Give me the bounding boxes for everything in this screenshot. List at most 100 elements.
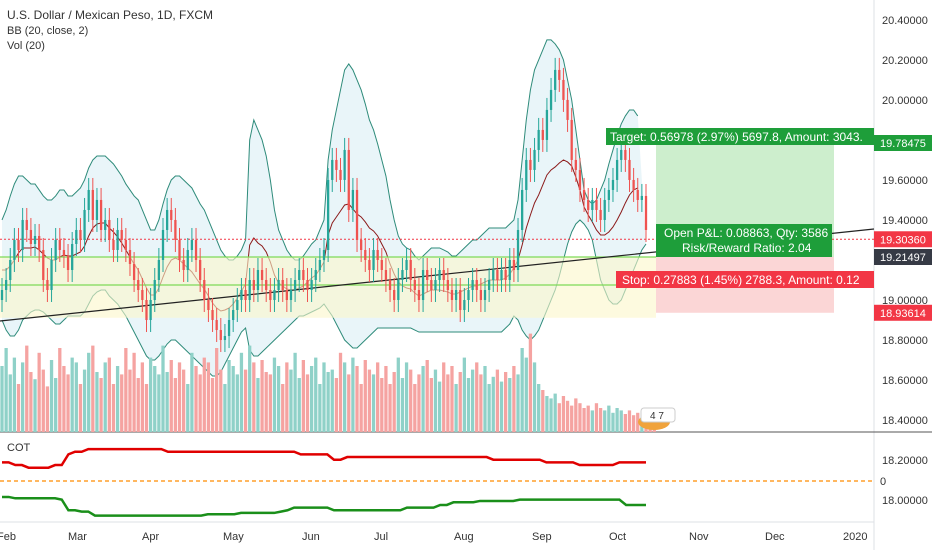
volume-bar (153, 366, 157, 432)
volume-bar (99, 378, 103, 432)
events-badge[interactable]: 4 7 (638, 407, 676, 430)
candle-body (521, 189, 524, 230)
volume-bar (4, 348, 8, 432)
cot-legend[interactable]: COT (7, 442, 31, 454)
volume-bar (58, 348, 62, 432)
candle-body (615, 159, 619, 180)
candle-body (450, 290, 454, 301)
candle-body (260, 269, 264, 280)
volume-bar (260, 360, 264, 432)
time-tick-label: Jul (374, 531, 388, 543)
candle-body (545, 109, 549, 140)
candle-body (578, 169, 582, 190)
volume-bar (590, 410, 594, 432)
candle-body (227, 320, 231, 337)
volume-bar (623, 414, 627, 432)
candle-body (343, 149, 346, 180)
volume-bar (120, 374, 124, 432)
candle-body (137, 279, 140, 291)
candle-body (62, 249, 66, 256)
candle-body (500, 269, 503, 280)
price-tag-box (874, 135, 932, 151)
candle-body (211, 310, 214, 321)
volume-bar (231, 366, 235, 432)
volume-bar (173, 378, 178, 432)
candle-body (620, 149, 623, 160)
volume-bar (425, 360, 429, 432)
stop-label-box[interactable] (616, 271, 874, 288)
volume-bar (210, 378, 215, 432)
volume-bar (462, 357, 466, 432)
long-position-tool[interactable]: Target: 0.56978 (2.97%) 5697.8, Amount: … (606, 128, 874, 288)
candle-body (120, 229, 123, 240)
time-tick-label: Mar (68, 531, 87, 543)
volume-bar (107, 357, 111, 432)
pnl-label-box[interactable] (656, 224, 832, 257)
candle-body (50, 259, 53, 291)
volume-bar (611, 412, 615, 432)
volume-bar (268, 374, 272, 432)
volume-bar (516, 374, 520, 432)
price-tick-label: 19.40000 (882, 215, 928, 227)
volume-bar (21, 362, 25, 432)
candle-body (4, 279, 8, 291)
price-tick-label: 20.00000 (882, 95, 928, 107)
candle-body (508, 259, 511, 280)
volume-bar (165, 372, 169, 432)
candle-body (277, 279, 280, 291)
candle-body (161, 229, 165, 260)
candle-body (644, 195, 648, 230)
candle-body (582, 189, 586, 200)
candle-body (236, 300, 239, 311)
volume-bar (396, 357, 400, 432)
candle-body (141, 290, 144, 301)
volume-bar (359, 384, 363, 432)
candle-body (417, 290, 421, 301)
candle-body (558, 69, 561, 80)
risk-reward-label: Risk/Reward Ratio: 2.04 (682, 241, 812, 255)
volume-bar (243, 369, 248, 432)
volume-bar (454, 384, 458, 432)
price-tag-label: 18.93614 (880, 308, 926, 320)
cot-noncommercial-line (2, 495, 646, 517)
bb-legend[interactable]: BB (20, close, 2) (7, 25, 89, 37)
volume-bar (330, 369, 334, 432)
candle-body (174, 219, 177, 240)
price-tick-label: 19.00000 (882, 295, 928, 307)
volume-bar (281, 384, 285, 432)
volume-bar (437, 381, 442, 432)
volume-bar (54, 378, 58, 432)
candle-body (178, 239, 181, 260)
volume-bar (343, 362, 347, 432)
candle-body (153, 279, 156, 301)
volume-legend[interactable]: Vol (20) (7, 40, 45, 52)
price-axis[interactable]: 20.6000020.4000020.2000020.0000019.60000… (874, 0, 932, 507)
time-axis[interactable]: Feb Mar Apr May Jun Jul Aug Sep Oct Nov Dec 2020 (0, 531, 867, 543)
candle-body (165, 209, 169, 230)
candle-body (79, 229, 82, 240)
candle-body (318, 259, 322, 270)
volume-bar (124, 348, 128, 432)
candle-body (483, 290, 487, 301)
candle-body (9, 259, 12, 280)
candle-body (182, 259, 185, 270)
candle-body (128, 249, 132, 264)
volume-bar (479, 374, 483, 432)
volume-bar (215, 348, 219, 432)
volume-bar (367, 369, 372, 432)
volume-bar (16, 384, 21, 432)
candle-body (529, 159, 532, 170)
candle-body (360, 239, 363, 250)
target-label-box[interactable] (606, 128, 874, 145)
volume-bar (182, 369, 186, 432)
volume-bar (598, 408, 603, 432)
volume-bar (528, 333, 533, 432)
candle-body (203, 279, 206, 301)
candle-body (446, 279, 449, 291)
cot-commercial-line (2, 447, 646, 469)
candle-body (145, 300, 148, 321)
volume-bar (627, 410, 632, 432)
symbol-title[interactable]: U.S. Dollar / Mexican Peso, 1D, FXCM (7, 8, 214, 22)
volume-bar (223, 384, 227, 432)
